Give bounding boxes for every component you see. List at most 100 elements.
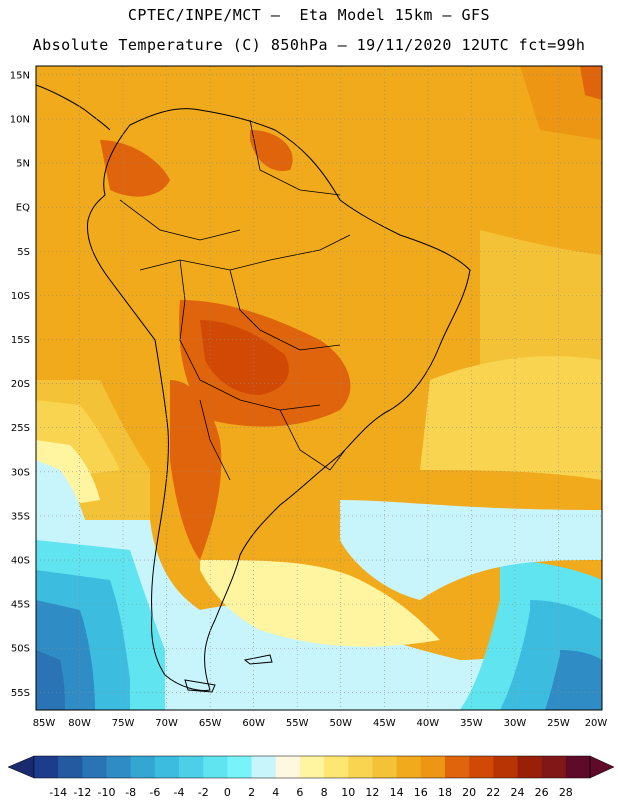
colorbar-label: 4 — [272, 786, 279, 799]
lat-label: 45S — [11, 600, 30, 611]
colorbar-label: 12 — [365, 786, 379, 799]
colorbar-label: 0 — [224, 786, 231, 799]
lat-label: 10S — [11, 291, 30, 302]
field-warm-core-22 — [200, 320, 289, 395]
field-ne-hot — [580, 66, 602, 100]
colorbar-label: 8 — [321, 786, 328, 799]
colorbar-label: 26 — [535, 786, 549, 799]
field-ne-warm — [520, 66, 602, 140]
coastlines — [36, 84, 471, 693]
lat-label: EQ — [16, 203, 30, 214]
lon-label: 40W — [417, 718, 440, 729]
field-warm-tongue-20 — [170, 380, 222, 560]
colorbar-swatch — [203, 756, 228, 778]
colorbar-over-arrow — [589, 755, 615, 779]
lat-label: 55S — [11, 688, 30, 699]
colorbar-swatch — [227, 756, 252, 778]
field-colombia-20 — [100, 140, 170, 197]
lat-label: 35S — [11, 511, 30, 522]
field-satl-m8 — [545, 650, 602, 710]
lon-label: 55W — [286, 718, 309, 729]
graticule — [36, 66, 602, 710]
chart-title-line2: Absolute Temperature (C) 850hPa – 19/11/… — [32, 36, 586, 54]
lon-label: 50W — [329, 718, 352, 729]
lat-label: 5N — [16, 159, 30, 170]
colorbar-label: 22 — [486, 786, 500, 799]
lat-label: 40S — [11, 556, 30, 567]
falklands — [243, 654, 273, 665]
colorbar-swatch — [179, 756, 204, 778]
lon-label: 35W — [460, 718, 483, 729]
colorbar-swatch — [106, 756, 131, 778]
lon-label: 20W — [585, 718, 608, 729]
colorbar-swatch — [493, 756, 518, 778]
lat-label: 15S — [11, 335, 30, 346]
lat-label: 10N — [10, 114, 30, 125]
colorbar-swatch — [251, 756, 277, 778]
colorbar-swatch — [396, 756, 422, 778]
colorbar-label: 10 — [341, 786, 355, 799]
latitude-labels: 15N 10N 5N EQ 5S 10S 15S 20S 25S 30S 35S 40S 45S 50S 5… — [10, 70, 30, 699]
colorbar-swatch — [324, 756, 349, 778]
colorbar-swatch — [299, 756, 325, 778]
colorbar-under-arrow — [7, 755, 35, 779]
field-atlantic-14 — [420, 356, 602, 480]
field-south-m10 — [36, 650, 65, 710]
colorbar-label: -14 — [49, 786, 67, 799]
colorbar-label: 2 — [248, 786, 255, 799]
colorbar-label: -6 — [149, 786, 160, 799]
colorbar-swatch — [82, 756, 107, 778]
colorbar-label: -4 — [174, 786, 185, 799]
colorbar-swatch — [541, 756, 567, 778]
colorbar-border — [33, 755, 591, 779]
colorbar: -14 -12 -10 -8 -6 -4 -2 0 2 4 6 8 10 12 14 16 18 20 22 24 26… — [7, 755, 615, 799]
lon-label: 30W — [504, 718, 527, 729]
lon-label: 25W — [547, 718, 570, 729]
colorbar-swatch — [275, 756, 301, 778]
chart-title-line1: CPTEC/INPE/MCT – Eta Model 15km – GFS — [127, 6, 491, 24]
lat-label: 5S — [17, 247, 30, 258]
field-pacific-4 — [36, 460, 85, 530]
colorbar-swatch — [34, 756, 59, 778]
national-borders — [119, 119, 351, 481]
south-america-outline — [86, 108, 471, 691]
lat-label: 30S — [11, 467, 30, 478]
colorbar-swatch — [154, 756, 180, 778]
lon-label: 80W — [68, 718, 91, 729]
colorbar-label: -2 — [198, 786, 209, 799]
field-patagonia-10 — [200, 560, 440, 647]
colorbar-swatch — [517, 756, 542, 778]
colorbar-label: -8 — [125, 786, 136, 799]
colorbar-label: 20 — [462, 786, 476, 799]
longitude-labels: 85W 80W 75W 70W 65W 60W 55W 50W 45W 40W 35W 30W 25W 2… — [33, 718, 608, 729]
colorbar-swatch — [58, 756, 83, 778]
colorbar-label: 6 — [296, 786, 303, 799]
colorbar-swatch — [348, 756, 373, 778]
tierra-del-fuego — [184, 679, 216, 693]
field-venezuela-20 — [250, 130, 293, 171]
colorbar-label: 14 — [390, 786, 404, 799]
lat-label: 50S — [11, 644, 30, 655]
colorbar-swatch — [372, 756, 397, 778]
colorbar-swatch — [130, 756, 156, 778]
lon-label: 45W — [373, 718, 396, 729]
colorbar-label: -10 — [98, 786, 116, 799]
lon-label: 75W — [112, 718, 135, 729]
colorbar-label: 28 — [559, 786, 573, 799]
lat-label: 15N — [10, 70, 30, 81]
field-midlat-4 — [340, 500, 602, 600]
temperature-field — [36, 66, 602, 710]
lon-label: 70W — [155, 718, 178, 729]
lon-label: 65W — [199, 718, 222, 729]
colorbar-swatch — [444, 756, 470, 778]
lon-label: 85W — [33, 718, 56, 729]
lat-label: 20S — [11, 379, 30, 390]
central-america-outline — [36, 84, 111, 131]
colorbar-label: -12 — [73, 786, 91, 799]
colorbar-label: 24 — [510, 786, 524, 799]
colorbar-swatch — [469, 756, 494, 778]
colorbar-swatch — [565, 756, 591, 778]
lat-label: 25S — [11, 423, 30, 434]
colorbar-swatch — [420, 756, 446, 778]
